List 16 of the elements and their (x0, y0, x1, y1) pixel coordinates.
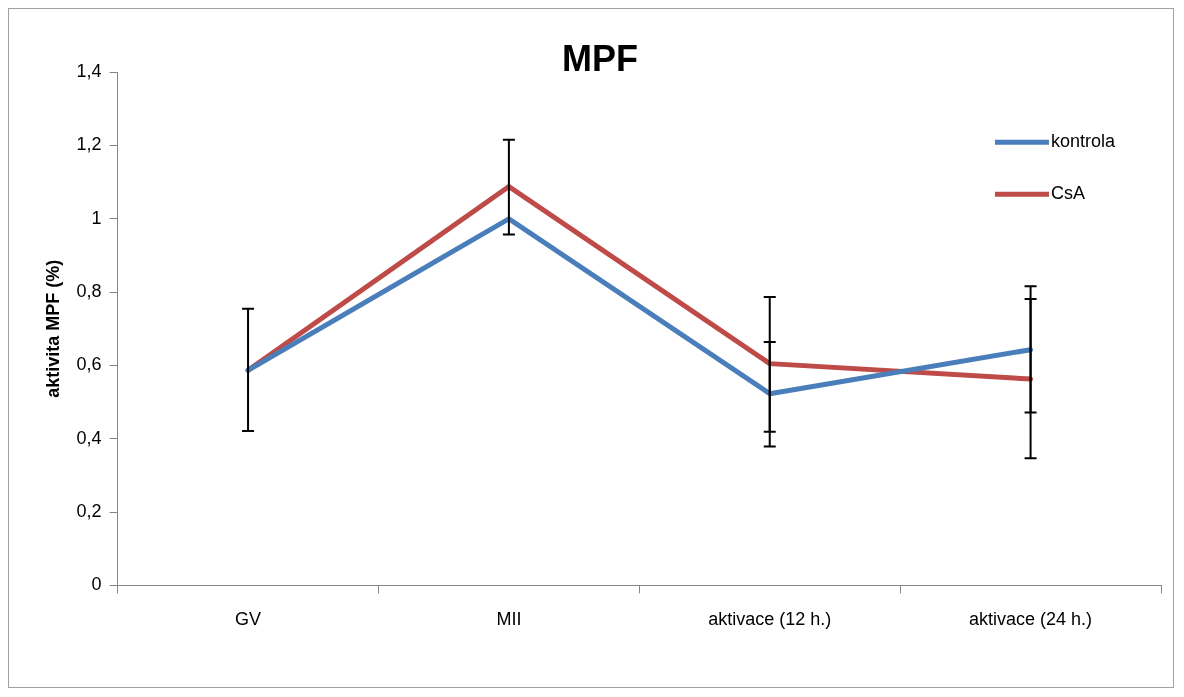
y-tick-label: 0,2 (76, 501, 102, 522)
y-tick-label: 1,2 (76, 134, 102, 155)
y-tick-label: 1 (91, 207, 102, 228)
chart-title: MPF (562, 37, 638, 79)
y-tick-label: 0 (91, 574, 102, 595)
y-tick-label: 0,8 (76, 281, 102, 302)
x-tick-label: aktivace (12 h.) (708, 609, 832, 630)
legend-label: CsA (1050, 183, 1085, 204)
y-tick-label: 1,4 (76, 61, 102, 82)
x-tick-label: MII (496, 609, 522, 630)
y-axis-title: aktivita MPF (%) (42, 259, 63, 398)
y-tick-label: 0,4 (76, 427, 102, 448)
legend-label: kontrola (1050, 131, 1116, 152)
x-tick-label: aktivace (24 h.) (969, 609, 1093, 630)
y-tick-label: 0,6 (76, 354, 102, 375)
x-tick-label: GV (235, 609, 262, 630)
